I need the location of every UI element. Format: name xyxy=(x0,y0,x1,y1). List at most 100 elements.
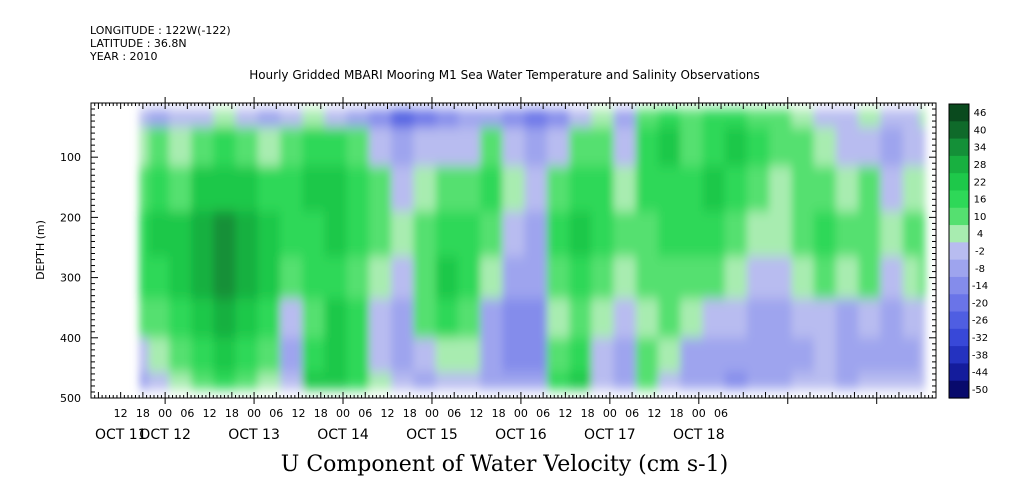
heatmap-cell xyxy=(413,127,437,167)
x-hour-label: 12 xyxy=(203,407,217,420)
heatmap-cell xyxy=(457,166,481,212)
heatmap-cell xyxy=(324,211,348,258)
heatmap-cell xyxy=(791,372,815,390)
heatmap-cell xyxy=(902,298,920,339)
heatmap-cell xyxy=(346,256,370,300)
x-hour-label: 00 xyxy=(336,407,350,420)
heatmap-cell xyxy=(658,211,681,258)
heatmap-cell xyxy=(680,109,704,128)
heatmap-cell xyxy=(880,298,904,339)
heatmap-cell xyxy=(702,211,726,258)
heatmap-cell xyxy=(235,109,259,128)
heatmap-cell xyxy=(280,372,303,390)
heatmap-cell xyxy=(769,298,792,339)
colorbar-swatch xyxy=(949,311,969,330)
colorbar-swatch xyxy=(949,121,969,140)
heatmap-cell xyxy=(546,372,570,390)
heatmap-cell xyxy=(835,337,859,373)
heatmap-cell xyxy=(235,256,259,300)
heatmap-cell xyxy=(613,372,637,390)
heatmap-cell xyxy=(635,211,659,258)
y-tick-label: 100 xyxy=(60,151,81,164)
heatmap-cell xyxy=(524,127,548,167)
heatmap-cell xyxy=(139,337,149,373)
x-hour-label: 06 xyxy=(269,407,283,420)
heatmap-cell xyxy=(769,109,792,128)
x-hour-label: 18 xyxy=(670,407,684,420)
heatmap-cell xyxy=(791,337,815,373)
heatmap-cell xyxy=(635,127,659,167)
heatmap-cell xyxy=(368,337,392,373)
heatmap-cell xyxy=(457,337,481,373)
heatmap-cell xyxy=(280,256,303,300)
heatmap-cell xyxy=(457,109,481,128)
heatmap-cell xyxy=(902,211,920,258)
heatmap-cell xyxy=(191,298,214,339)
heatmap-cell xyxy=(435,256,459,300)
colorbar-label: -26 xyxy=(972,316,988,327)
heatmap-cell xyxy=(435,211,459,258)
heatmap-cell xyxy=(769,337,792,373)
colorbar-label: -20 xyxy=(972,298,988,309)
heatmap-cell xyxy=(724,127,748,167)
heatmap-cell xyxy=(148,109,170,128)
heatmap-cell xyxy=(635,166,659,212)
colorbar-swatch xyxy=(949,276,969,295)
heatmap-cell xyxy=(858,298,881,339)
heatmap-cell xyxy=(813,211,837,258)
heatmap-cell xyxy=(502,166,526,212)
heatmap-cell xyxy=(480,166,503,212)
heatmap-cell xyxy=(902,256,920,300)
colorbar-label: 22 xyxy=(974,177,987,188)
heatmap-cell xyxy=(769,256,792,300)
heatmap-cell xyxy=(502,372,526,390)
heatmap-cell xyxy=(880,166,904,212)
heatmap-cell xyxy=(302,166,325,212)
heatmap-cell xyxy=(680,166,704,212)
heatmap-cell xyxy=(569,256,592,300)
heatmap-cell xyxy=(302,127,325,167)
heatmap-cell xyxy=(280,337,303,373)
heatmap-cell xyxy=(702,337,726,373)
heatmap-cell xyxy=(324,298,348,339)
heatmap-cell xyxy=(858,211,881,258)
heatmap-cell xyxy=(569,298,592,339)
latitude-label: LATITUDE : 36.8N xyxy=(90,37,187,50)
heatmap-cell xyxy=(502,211,526,258)
heatmap-cell xyxy=(835,256,859,300)
y-tick-label: 200 xyxy=(60,211,81,224)
heatmap-cell xyxy=(324,109,348,128)
heatmap-cell xyxy=(546,337,570,373)
colorbar-swatch xyxy=(949,155,969,174)
heatmap-cell xyxy=(524,166,548,212)
heatmap-cell xyxy=(724,337,748,373)
heatmap-cell xyxy=(368,298,392,339)
heatmap-cell xyxy=(324,256,348,300)
heatmap-cell xyxy=(546,166,570,212)
heatmap-cell xyxy=(257,166,281,212)
heatmap-cell xyxy=(235,298,259,339)
heatmap-cell xyxy=(502,256,526,300)
heatmap-cell xyxy=(569,166,592,212)
heatmap-cell xyxy=(368,109,392,128)
heatmap-cell xyxy=(835,298,859,339)
heatmap-cell xyxy=(413,372,437,390)
heatmap-cell xyxy=(746,211,770,258)
heatmap-cell xyxy=(257,109,281,128)
heatmap-cell xyxy=(746,166,770,212)
heatmap-cell xyxy=(813,256,837,300)
heatmap-cell xyxy=(791,298,815,339)
heatmap-cell xyxy=(546,211,570,258)
heatmap-cell xyxy=(658,127,681,167)
heatmap-cell xyxy=(213,127,237,167)
heatmap-cell xyxy=(139,298,149,339)
heatmap-cell xyxy=(724,298,748,339)
heatmap-cell xyxy=(368,256,392,300)
heatmap-cell xyxy=(502,337,526,373)
x-axis: 12 18 00 06 12 18 00 06 12 18 00 06 12 18 00 06 12 18 00 06… xyxy=(90,97,937,443)
heatmap-cell xyxy=(480,211,503,258)
heatmap-cell xyxy=(280,298,303,339)
heatmap-cell xyxy=(813,109,837,128)
heatmap-cell xyxy=(213,166,237,212)
heatmap-cell xyxy=(346,211,370,258)
